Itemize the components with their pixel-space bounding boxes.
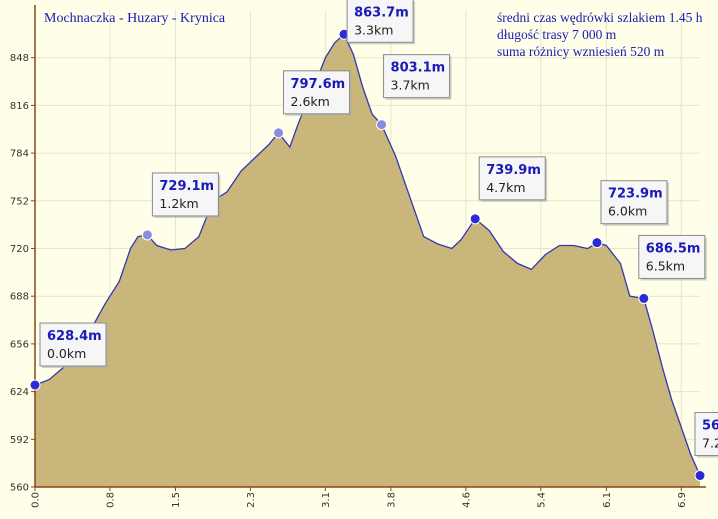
label-distance: 0.0km (47, 346, 86, 361)
x-tick-label: 4.6 (461, 492, 472, 508)
y-tick-label: 752 (10, 196, 29, 207)
label-elevation: 567.7m (702, 419, 718, 434)
label-distance: 4.7km (486, 180, 525, 195)
label-box (283, 70, 351, 115)
point-marker (591, 237, 603, 249)
x-tick-label: 2.3 (246, 492, 257, 508)
label-box (600, 180, 668, 225)
label-distance: 1.2km (159, 196, 198, 211)
label-elevation: 628.4m (47, 329, 102, 344)
point-marker (29, 379, 41, 391)
point-marker (638, 292, 650, 304)
y-tick-label: 560 (10, 483, 29, 494)
info-length: długość trasy 7 000 m (497, 27, 617, 42)
x-tick-label: 3.8 (386, 492, 397, 508)
label-distance: 6.0km (608, 204, 647, 219)
point-label: 803.1m 3.7km (383, 54, 452, 100)
x-tick-label: 3.1 (321, 492, 332, 508)
label-box (694, 412, 718, 457)
label-elevation: 739.9m (486, 163, 541, 178)
x-tick-label: 5.4 (536, 492, 547, 508)
point-label: 723.9m 6.0km (600, 180, 669, 226)
point-label: 628.4m 0.0km (39, 322, 108, 369)
y-tick-label: 656 (10, 339, 29, 350)
y-tick-label: 624 (10, 387, 29, 398)
y-axis-ticks: 560 592 624 656 688 720 752 784 816 848 (10, 53, 35, 494)
y-tick-label: 848 (10, 53, 29, 64)
label-elevation: 686.5m (646, 241, 701, 256)
y-tick-label: 688 (10, 292, 29, 303)
x-tick-label: 1.5 (171, 492, 182, 508)
y-tick-label: 816 (10, 101, 29, 112)
label-distance: 7.2km (702, 436, 718, 451)
point-label: 739.9m 4.7km (478, 156, 548, 202)
point-marker (469, 213, 481, 225)
point-label: 797.6m 2.6km (283, 70, 352, 116)
point-label: 567.7m 7.2km (694, 412, 718, 458)
point-marker (273, 127, 285, 139)
x-tick-label: 6.1 (602, 492, 613, 508)
point-marker (376, 119, 388, 131)
trail-info: średni czas wędrówki szlakiem 1.45 h dłu… (497, 9, 702, 60)
point-marker (141, 229, 153, 241)
label-box (638, 234, 706, 279)
point-label: 729.1m 1.2km (151, 172, 221, 218)
axes (34, 5, 706, 488)
elevation-area (34, 33, 701, 488)
x-axis-ticks: 0.0 0.8 1.5 2.3 3.1 3.8 4.6 5.4 6.1 6.9 (31, 487, 688, 508)
label-distance: 2.6km (291, 94, 330, 109)
info-elevation-sum: suma różnicy wzniesień 520 m (497, 44, 665, 59)
label-elevation: 863.7m (354, 5, 409, 20)
y-tick-label: 784 (10, 149, 29, 160)
point-label: 863.7m 3.3km (346, 0, 416, 45)
y-tick-label: 720 (10, 244, 29, 255)
label-box (383, 54, 451, 99)
label-box (346, 0, 414, 43)
label-distance: 3.7km (391, 78, 430, 93)
label-box (151, 172, 219, 217)
point-markers (29, 28, 706, 482)
label-distance: 3.3km (354, 22, 393, 37)
point-labels: 628.4m 0.0km 729.1m 1.2km 797.6m 2.6km 863.7m 3… (39, 0, 718, 458)
y-tick-label: 592 (10, 435, 29, 446)
chart-title: Mochnaczka - Huzary - Krynica (44, 11, 226, 26)
info-time: średni czas wędrówki szlakiem 1.45 h (497, 10, 703, 25)
x-tick-label: 0.0 (31, 492, 42, 508)
label-elevation: 729.1m (159, 179, 214, 194)
x-tick-label: 0.8 (105, 492, 116, 508)
area-fill (35, 34, 700, 488)
point-label: 686.5m 6.5km (638, 234, 707, 281)
label-box (478, 156, 546, 201)
label-box (39, 322, 107, 367)
point-marker (694, 470, 706, 482)
label-elevation: 723.9m (608, 187, 663, 202)
label-elevation: 797.6m (291, 77, 346, 92)
x-tick-label: 6.9 (677, 492, 688, 508)
label-distance: 6.5km (646, 258, 685, 273)
label-elevation: 803.1m (391, 61, 446, 76)
